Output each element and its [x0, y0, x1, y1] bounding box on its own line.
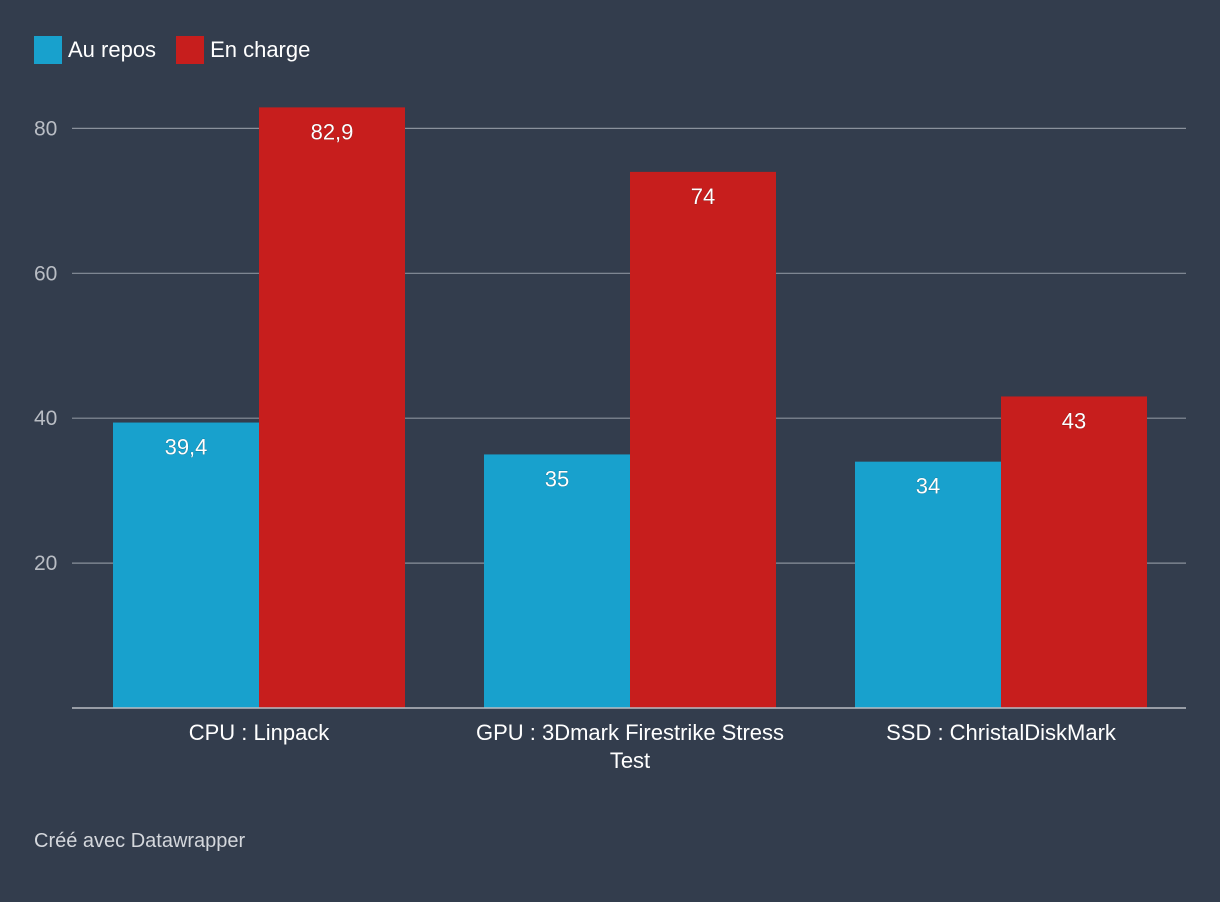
data-label-1-2: 43 — [1062, 408, 1086, 433]
legend-swatch-en-charge — [176, 36, 205, 64]
x-tick-label-1: GPU : 3Dmark Firestrike Stress — [476, 720, 784, 745]
legend-swatch-au-repos — [34, 36, 62, 64]
bar-1-2 — [1001, 396, 1147, 708]
bar-0-0 — [113, 422, 259, 708]
bar-0-2 — [855, 461, 1001, 708]
data-label-1-1: 74 — [691, 184, 715, 209]
y-tick-label-80: 80 — [34, 117, 57, 140]
y-tick-label-60: 60 — [34, 262, 57, 285]
y-tick-label-40: 40 — [34, 407, 57, 430]
data-label-0-2: 34 — [916, 474, 940, 499]
bar-1-0 — [259, 107, 405, 708]
legend-item-au-repos[interactable]: Au repos — [34, 36, 156, 64]
x-tick-label-0: CPU : Linpack — [189, 720, 331, 745]
legend-label-en-charge: En charge — [210, 37, 311, 62]
y-tick-label-20: 20 — [34, 552, 57, 575]
bar-0-1 — [484, 454, 630, 708]
legend-label-au-repos: Au repos — [68, 37, 157, 62]
data-label-1-0: 82,9 — [311, 119, 354, 144]
data-label-0-1: 35 — [545, 466, 569, 491]
data-label-0-0: 39,4 — [165, 435, 208, 460]
x-tick-label-2: SSD : ChristalDiskMark — [886, 720, 1117, 745]
bar-1-1 — [630, 171, 776, 708]
legend-item-en-charge[interactable]: En charge — [176, 36, 310, 64]
x-tick-label-1-line-1: Test — [610, 748, 650, 773]
footer-credit[interactable]: Créé avec Datawrapper — [34, 830, 246, 852]
legend: Au repos En charge — [34, 36, 310, 64]
